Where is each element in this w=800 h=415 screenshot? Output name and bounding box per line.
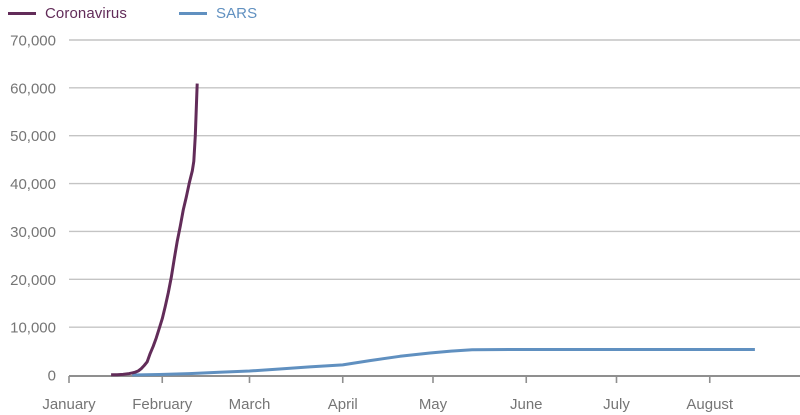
y-axis-label: 40,000 bbox=[10, 176, 56, 193]
x-axis-label: May bbox=[419, 396, 448, 413]
x-axis-label: April bbox=[328, 396, 358, 413]
x-axis-label: February bbox=[132, 396, 193, 413]
x-axis-label: June bbox=[510, 396, 543, 413]
y-axis-label: 70,000 bbox=[10, 33, 56, 50]
chart-legend: Coronavirus SARS bbox=[8, 6, 257, 21]
x-axis-label: March bbox=[229, 396, 271, 413]
x-axis-label: August bbox=[686, 396, 734, 413]
y-axis-label: 20,000 bbox=[10, 272, 56, 289]
legend-label: Coronavirus bbox=[45, 5, 127, 22]
x-axis-label: January bbox=[42, 396, 96, 413]
legend-line-swatch bbox=[8, 12, 36, 15]
y-axis-label: 50,000 bbox=[10, 128, 56, 145]
y-axis-label: 0 bbox=[48, 368, 56, 385]
legend-line-swatch bbox=[178, 12, 207, 15]
coronavirus-line bbox=[111, 83, 199, 377]
legend-label: SARS bbox=[215, 5, 258, 22]
y-axis-label: 60,000 bbox=[10, 80, 56, 97]
x-axis-label: July bbox=[603, 396, 630, 413]
y-axis-label: 10,000 bbox=[10, 320, 56, 337]
sars-line bbox=[132, 348, 755, 377]
y-axis-label: 30,000 bbox=[10, 224, 56, 241]
legend-item-sars: SARS bbox=[178, 5, 258, 22]
legend-item-coronavirus: Coronavirus bbox=[8, 6, 127, 21]
